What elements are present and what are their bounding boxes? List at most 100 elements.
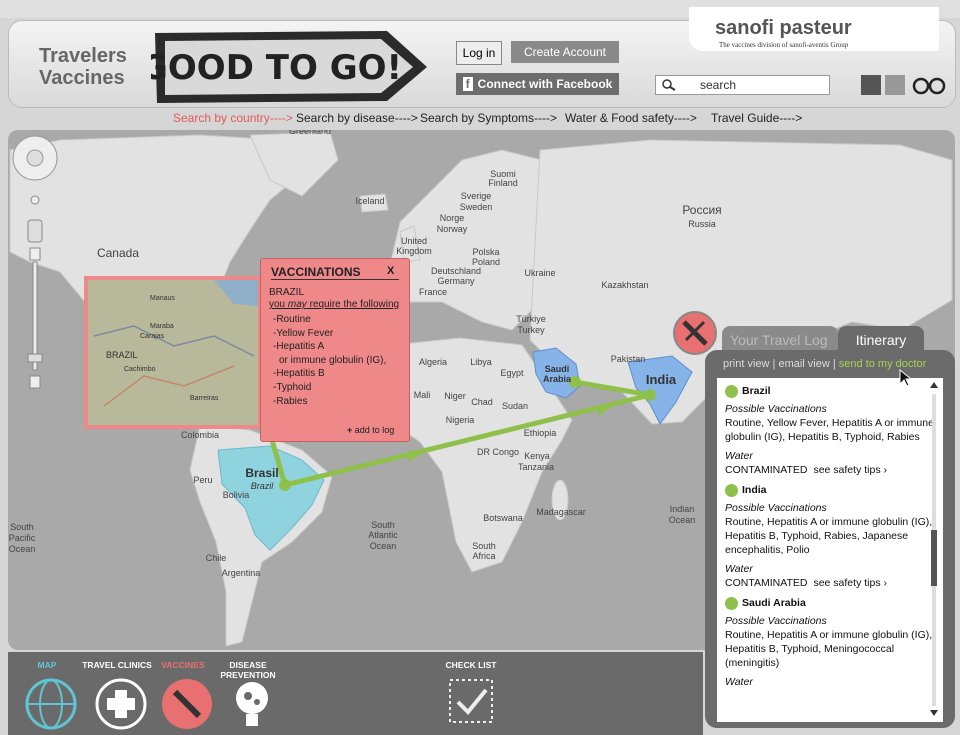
nav-link[interactable]: Search by disease----> <box>296 111 418 125</box>
map-label: DR Congo <box>477 447 519 457</box>
nav-link[interactable]: Search by country----> <box>173 111 293 125</box>
scroll-thumb[interactable] <box>931 530 937 586</box>
route-points <box>279 376 656 491</box>
entry-country[interactable]: Saudi Arabia <box>742 597 806 609</box>
iceland <box>359 193 389 213</box>
inset-road <box>103 365 235 407</box>
footer-nav-label[interactable]: MAP <box>37 660 57 670</box>
facebook-connect-button[interactable]: f Connect with Facebook <box>456 73 619 95</box>
map-label: Africa <box>472 551 495 561</box>
footer-nav-icon[interactable] <box>25 678 77 730</box>
route-stop[interactable] <box>279 479 291 491</box>
map-label: Germany <box>437 276 475 286</box>
inset-sea <box>214 280 258 306</box>
safety-tips-link[interactable]: see safety tips › <box>813 577 887 589</box>
social-icons <box>861 75 946 95</box>
footer-nav-icon[interactable] <box>95 678 147 730</box>
map-label: Ocean <box>669 515 696 525</box>
entry-country[interactable]: India <box>742 484 767 496</box>
safety-tips-link[interactable]: see safety tips › <box>813 464 887 476</box>
map-label: Tanzania <box>518 462 554 472</box>
zoom-in[interactable] <box>29 247 41 261</box>
brazil-highlight[interactable] <box>217 445 325 551</box>
print-view-link[interactable]: print view <box>723 358 770 370</box>
popup-item: or immune globulin (IG), <box>279 354 387 366</box>
header: Travelers Vaccines GOOD TO GO! Log in Cr… <box>8 7 956 108</box>
facebook-social[interactable] <box>861 75 881 95</box>
map-label: Deutschland <box>431 266 481 276</box>
logo-text: GOOD TO GO! <box>151 48 402 88</box>
map-label: Polska <box>472 247 499 257</box>
water-status: CONTAMINATED <box>725 577 808 589</box>
checklist-label[interactable]: CHECK LIST <box>445 660 497 670</box>
tripadvisor-social[interactable] <box>912 77 930 95</box>
map-controls <box>12 135 58 389</box>
popup-close[interactable]: X <box>387 265 395 277</box>
nav-link[interactable]: Water & Food safety----> <box>565 111 697 125</box>
pan-center <box>26 149 44 167</box>
icon-dot <box>254 699 260 705</box>
footer-nav-label[interactable]: VACCINES <box>161 660 205 670</box>
map-label: Egypt <box>500 368 524 378</box>
site-title-line: Vaccines <box>39 67 125 89</box>
entry-dot <box>725 483 738 497</box>
inset-label: Maraba <box>150 323 174 330</box>
saudi-arabia-highlight[interactable] <box>532 347 581 399</box>
scrollbar <box>930 382 938 716</box>
map-label: Россия <box>682 203 721 217</box>
create-account-button[interactable]: Create Account <box>511 41 619 63</box>
zoom-handle[interactable] <box>27 353 43 363</box>
popup-item: -Yellow Fever <box>273 327 334 339</box>
footer-nav-label[interactable]: DISEASE PREVENTION <box>220 660 276 680</box>
footer-nav-icon[interactable] <box>226 678 278 730</box>
entry-country[interactable]: Brazil <box>742 385 771 397</box>
entry-header: Brazil <box>725 384 935 398</box>
map-label: Canada <box>97 246 139 260</box>
popup-intro-text: require the following <box>306 299 400 310</box>
send-to-doctor-link[interactable]: send to my doctor <box>838 358 927 370</box>
add-to-log[interactable]: + add to log <box>347 425 394 435</box>
email-view-link[interactable]: email view <box>778 358 830 370</box>
popup-intro-em: may <box>287 299 307 310</box>
nav-link[interactable]: Travel Guide----> <box>711 111 803 125</box>
twitter-social[interactable] <box>885 75 905 95</box>
footer-nav-label[interactable]: TRAVEL CLINICS <box>82 660 152 670</box>
reset-control[interactable] <box>30 195 40 205</box>
map-label: Algeria <box>419 357 447 367</box>
highlight-label: Brazil <box>251 481 275 491</box>
scroll-up[interactable] <box>930 382 938 388</box>
route-stop[interactable] <box>569 376 581 388</box>
scroll-down[interactable] <box>930 710 938 716</box>
login-button[interactable]: Log in <box>456 41 502 65</box>
map-label: Suomi <box>490 169 516 179</box>
greenland <box>249 131 339 197</box>
pegman[interactable] <box>27 219 43 243</box>
map-label: France <box>419 287 447 297</box>
map-label: Ocean <box>9 544 36 554</box>
tab-active[interactable]: Itinerary <box>838 326 924 352</box>
map-label: Ocean <box>370 541 397 551</box>
water-label: Water <box>725 450 753 462</box>
map-label: Finland <box>488 178 518 188</box>
map-label: Botswana <box>483 513 523 523</box>
add-icon: + <box>347 425 355 435</box>
popup-country: BRAZIL <box>269 287 305 298</box>
map-label: United <box>401 236 427 246</box>
zoom-out[interactable] <box>29 375 41 389</box>
nav-link[interactable]: Search by Symptoms----> <box>420 111 558 125</box>
site-title: Travelers Vaccines <box>39 45 127 89</box>
route-stop[interactable] <box>644 389 656 401</box>
route-arrow <box>408 450 420 462</box>
map-label: Chile <box>206 553 227 563</box>
checklist-box <box>449 679 493 723</box>
tab[interactable]: Your Travel Log <box>722 326 838 352</box>
inset-label: Carajas <box>140 333 165 340</box>
badge-syringe <box>684 320 706 342</box>
popup-item: -Hepatitis A <box>273 341 325 353</box>
icon-bulb <box>236 682 268 714</box>
map-label: Sudan <box>502 401 528 411</box>
footer-nav-icon[interactable] <box>161 678 213 730</box>
search-box[interactable]: search <box>655 75 830 95</box>
madagascar <box>551 479 569 521</box>
